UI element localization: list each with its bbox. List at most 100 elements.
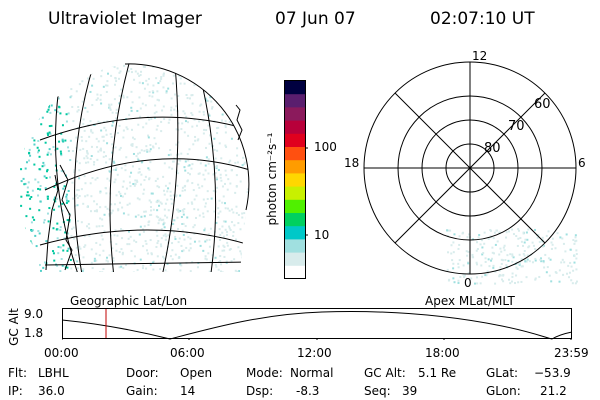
emission-pixel — [33, 257, 36, 260]
emission-pixel — [24, 88, 27, 91]
emission-pixel — [229, 98, 232, 101]
emission-pixel — [114, 178, 117, 181]
dsp-value: -8.3 — [296, 384, 320, 398]
emission-pixel — [534, 278, 537, 281]
emission-pixel — [232, 234, 235, 237]
emission-pixel — [166, 262, 169, 265]
emission-pixel — [235, 212, 238, 215]
emission-pixel — [245, 84, 248, 87]
emission-pixel — [193, 118, 196, 121]
emission-pixel — [166, 216, 169, 219]
emission-pixel — [26, 111, 29, 114]
emission-pixel — [59, 246, 62, 249]
emission-pixel — [215, 165, 218, 168]
emission-pixel — [122, 267, 125, 270]
emission-pixel — [100, 102, 103, 105]
emission-pixel — [143, 179, 146, 182]
emission-pixel — [93, 163, 96, 166]
emission-pixel — [511, 272, 514, 275]
emission-pixel — [24, 167, 27, 170]
emission-pixel — [156, 234, 159, 237]
emission-pixel — [30, 196, 33, 199]
emission-pixel — [229, 277, 231, 279]
emission-pixel — [43, 164, 46, 167]
emission-pixel — [487, 237, 490, 240]
emission-pixel — [231, 208, 234, 211]
emission-pixel — [191, 202, 194, 205]
emission-pixel — [113, 66, 116, 69]
emission-pixel — [66, 85, 69, 88]
emission-pixel — [242, 255, 245, 258]
emission-pixel — [147, 167, 150, 170]
emission-pixel — [246, 238, 249, 241]
emission-pixel — [176, 184, 179, 187]
polar-label-top: 12 — [472, 49, 487, 63]
emission-pixel — [520, 240, 523, 243]
ip-value: 36.0 — [38, 384, 65, 398]
emission-pixel — [185, 115, 188, 118]
emission-pixel — [102, 85, 105, 88]
emission-pixel — [59, 228, 62, 231]
emission-pixel — [492, 266, 495, 269]
emission-pixel — [240, 113, 243, 116]
glon-label: GLon: — [486, 384, 521, 398]
emission-pixel — [29, 88, 32, 91]
emission-pixel — [122, 274, 124, 276]
emission-pixel — [205, 239, 208, 242]
emission-pixel — [484, 274, 487, 277]
emission-pixel — [93, 200, 96, 203]
emission-pixel — [479, 243, 482, 246]
emission-pixel — [21, 69, 24, 72]
emission-pixel — [457, 262, 460, 265]
emission-pixel — [81, 80, 84, 83]
y-tick-9: 9.0 — [24, 307, 44, 321]
emission-pixel — [131, 165, 134, 168]
emission-pixel — [45, 91, 48, 94]
emission-pixel — [26, 116, 29, 119]
emission-pixel — [447, 229, 450, 232]
emission-pixel — [485, 274, 488, 277]
emission-pixel — [187, 159, 190, 162]
emission-pixel — [229, 113, 232, 116]
emission-pixel — [127, 213, 130, 216]
emission-pixel — [46, 195, 49, 198]
emission-pixel — [44, 78, 47, 81]
emission-pixel — [221, 89, 224, 92]
emission-pixel — [184, 120, 187, 123]
emission-pixel — [128, 175, 131, 178]
emission-pixel — [20, 168, 23, 171]
emission-pixel — [153, 116, 156, 119]
emission-pixel — [210, 64, 213, 67]
emission-pixel — [51, 85, 54, 88]
emission-pixel — [546, 266, 549, 269]
emission-pixel — [208, 270, 211, 273]
emission-pixel — [471, 253, 474, 256]
emission-pixel — [77, 105, 80, 108]
emission-pixel — [207, 113, 210, 116]
emission-pixel — [156, 98, 159, 101]
emission-pixel — [29, 240, 32, 243]
emission-pixel — [38, 168, 41, 171]
emission-pixel — [519, 261, 522, 264]
emission-pixel — [198, 172, 201, 175]
emission-pixel — [520, 265, 523, 268]
emission-pixel — [241, 82, 244, 85]
emission-pixel — [160, 76, 163, 79]
emission-pixel — [47, 220, 50, 223]
emission-pixel — [463, 275, 466, 278]
emission-pixel — [90, 195, 93, 198]
gcalt-value: 5.1 Re — [418, 366, 457, 380]
emission-pixel — [119, 70, 122, 73]
emission-pixel — [493, 252, 496, 255]
emission-pixel — [457, 281, 460, 284]
emission-pixel — [500, 278, 503, 281]
emission-pixel — [223, 235, 226, 238]
emission-pixel — [60, 258, 63, 261]
emission-pixel — [526, 258, 529, 261]
emission-pixel — [218, 142, 221, 145]
emission-pixel — [186, 153, 189, 156]
emission-pixel — [189, 237, 192, 240]
emission-pixel — [84, 161, 87, 164]
emission-pixel — [239, 228, 242, 231]
emission-pixel — [20, 243, 23, 246]
